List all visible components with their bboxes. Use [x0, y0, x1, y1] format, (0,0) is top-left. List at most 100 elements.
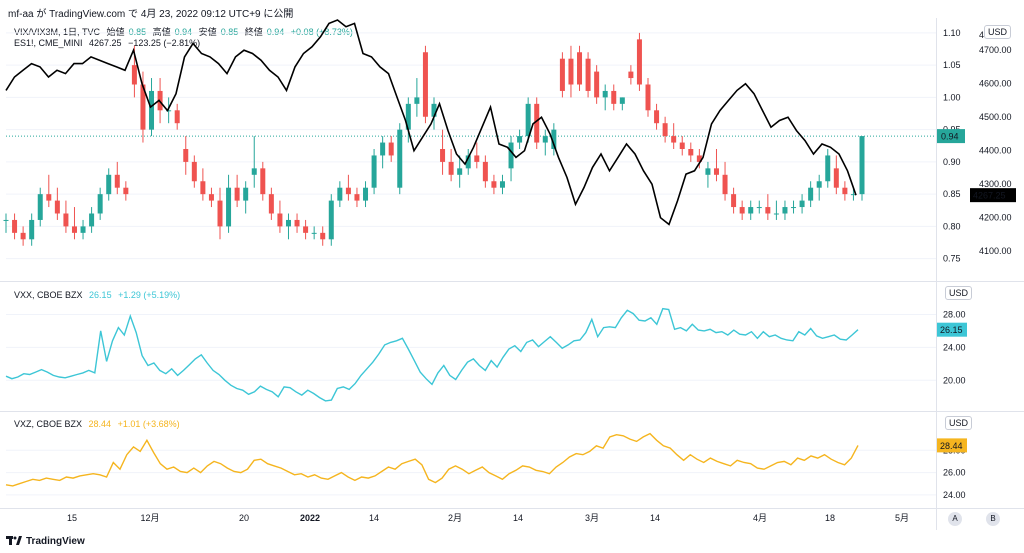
candle-body — [277, 213, 283, 227]
candle-body — [499, 181, 505, 188]
legend-vxz-change: +1.01 (+3.68%) — [117, 419, 180, 429]
legend-es-change: −123.25 (−2.81%) — [128, 38, 201, 48]
legend-es-last: 4267.25 — [89, 38, 122, 48]
candle-body — [54, 200, 60, 214]
price-tick-label: 0.75 — [943, 254, 961, 264]
candle-body — [337, 187, 343, 201]
legend-vxx: VXX, CBOE BZX 26.15 +1.29 (+5.19%) — [14, 290, 184, 300]
candle-body — [294, 219, 300, 227]
candle-body — [551, 129, 557, 149]
price-tick-label: 1.10 — [943, 28, 961, 38]
candle-body — [611, 90, 617, 104]
es-tick-label: 4 — [979, 30, 984, 40]
candle-body — [542, 136, 548, 143]
legend-es: ES1!, CME_MINI 4267.25 −123.25 (−2.81%) — [14, 38, 204, 48]
candle-body — [662, 123, 668, 137]
es-last-label: 4267.25 — [973, 191, 1006, 201]
legend-high: 0.94 — [174, 27, 193, 37]
candle-body — [397, 129, 403, 188]
candle-body — [705, 168, 711, 175]
candle-body — [371, 155, 377, 188]
vxx-tick-label: 20.00 — [943, 375, 966, 385]
candle-body — [183, 149, 189, 162]
axis-auto-button[interactable]: A — [948, 512, 962, 526]
candle-body — [654, 110, 660, 124]
candle-body — [842, 187, 848, 195]
time-tick-label: 12月 — [140, 513, 159, 523]
candle-body — [123, 187, 129, 195]
candle-body — [46, 194, 52, 201]
candle-body — [850, 194, 856, 196]
candle-body — [140, 84, 146, 130]
candle-body — [465, 155, 471, 169]
time-tick-label: 2月 — [448, 513, 462, 523]
es-tick-label: 4200.00 — [979, 213, 1012, 223]
candle-body — [174, 110, 180, 124]
candle-body — [414, 97, 420, 104]
time-tick-label: 4月 — [753, 513, 767, 523]
time-tick-label: 20 — [239, 513, 249, 523]
candle-body — [688, 149, 694, 156]
currency-button-vxz[interactable]: USD — [945, 416, 973, 430]
candle-body — [345, 187, 351, 195]
candle-body — [559, 58, 565, 91]
currency-button-vxx[interactable]: USD — [945, 286, 973, 300]
time-tick-label: 14 — [513, 513, 523, 523]
candle-body — [782, 207, 788, 214]
es-tick-label: 4400.00 — [979, 146, 1012, 156]
candle-body — [491, 181, 497, 188]
candle-body — [29, 219, 35, 240]
axis-log-button[interactable]: B — [986, 512, 1000, 526]
legend-low-label: 安値 — [198, 27, 217, 37]
candle-body — [645, 84, 651, 111]
es-last-badge — [970, 188, 1016, 203]
candle-body — [457, 168, 463, 175]
candle-body — [534, 103, 540, 143]
candle-body — [748, 207, 754, 214]
price-tick-label: 0.80 — [943, 221, 961, 231]
es-line — [5, 19, 857, 226]
time-tick-label: 18 — [825, 513, 835, 523]
candle-body — [739, 207, 745, 214]
candle-body — [268, 194, 274, 214]
vxx-line — [5, 307, 859, 402]
candle-body — [773, 213, 779, 215]
candle-body — [106, 174, 112, 195]
candle-body — [808, 187, 814, 201]
candle-body — [405, 103, 411, 130]
legend-close-label: 終値 — [244, 27, 263, 37]
candle-body — [585, 58, 591, 91]
candle-body — [594, 71, 600, 98]
candle-body — [756, 207, 762, 209]
legend-close: 0.94 — [266, 27, 285, 37]
candle-body — [859, 136, 865, 195]
candle-body — [243, 187, 249, 201]
candle-body — [619, 97, 625, 104]
candle-body — [285, 219, 291, 227]
candle-body — [388, 142, 394, 156]
legend-vxx-change: +1.29 (+5.19%) — [118, 290, 181, 300]
currency-button-main[interactable]: USD — [984, 25, 1012, 39]
vxz-tick-label: 26.00 — [943, 468, 966, 478]
last-value-badge — [937, 129, 965, 144]
candle-body — [63, 213, 69, 227]
candle-body — [825, 155, 831, 182]
candle-body — [474, 155, 480, 162]
candle-body — [731, 194, 737, 208]
candle-body — [20, 232, 26, 240]
es-tick-label: 4700.00 — [979, 45, 1012, 55]
tradingview-name: TradingView — [26, 536, 85, 547]
legend-vxz-last: 28.44 — [88, 419, 112, 429]
candle-body — [482, 161, 488, 182]
candle-body — [303, 226, 309, 233]
candle-body — [422, 52, 428, 117]
publish-header: mf-aa が TradingView.com で 4月 23, 2022 09… — [8, 9, 294, 20]
candle-body — [602, 90, 608, 98]
candle-body — [380, 142, 386, 156]
candle-body — [628, 71, 634, 79]
candle-body — [37, 194, 43, 220]
time-tick-label: 14 — [369, 513, 379, 523]
time-tick-label: 15 — [67, 513, 77, 523]
vxx-last-label: 26.15 — [940, 325, 963, 335]
